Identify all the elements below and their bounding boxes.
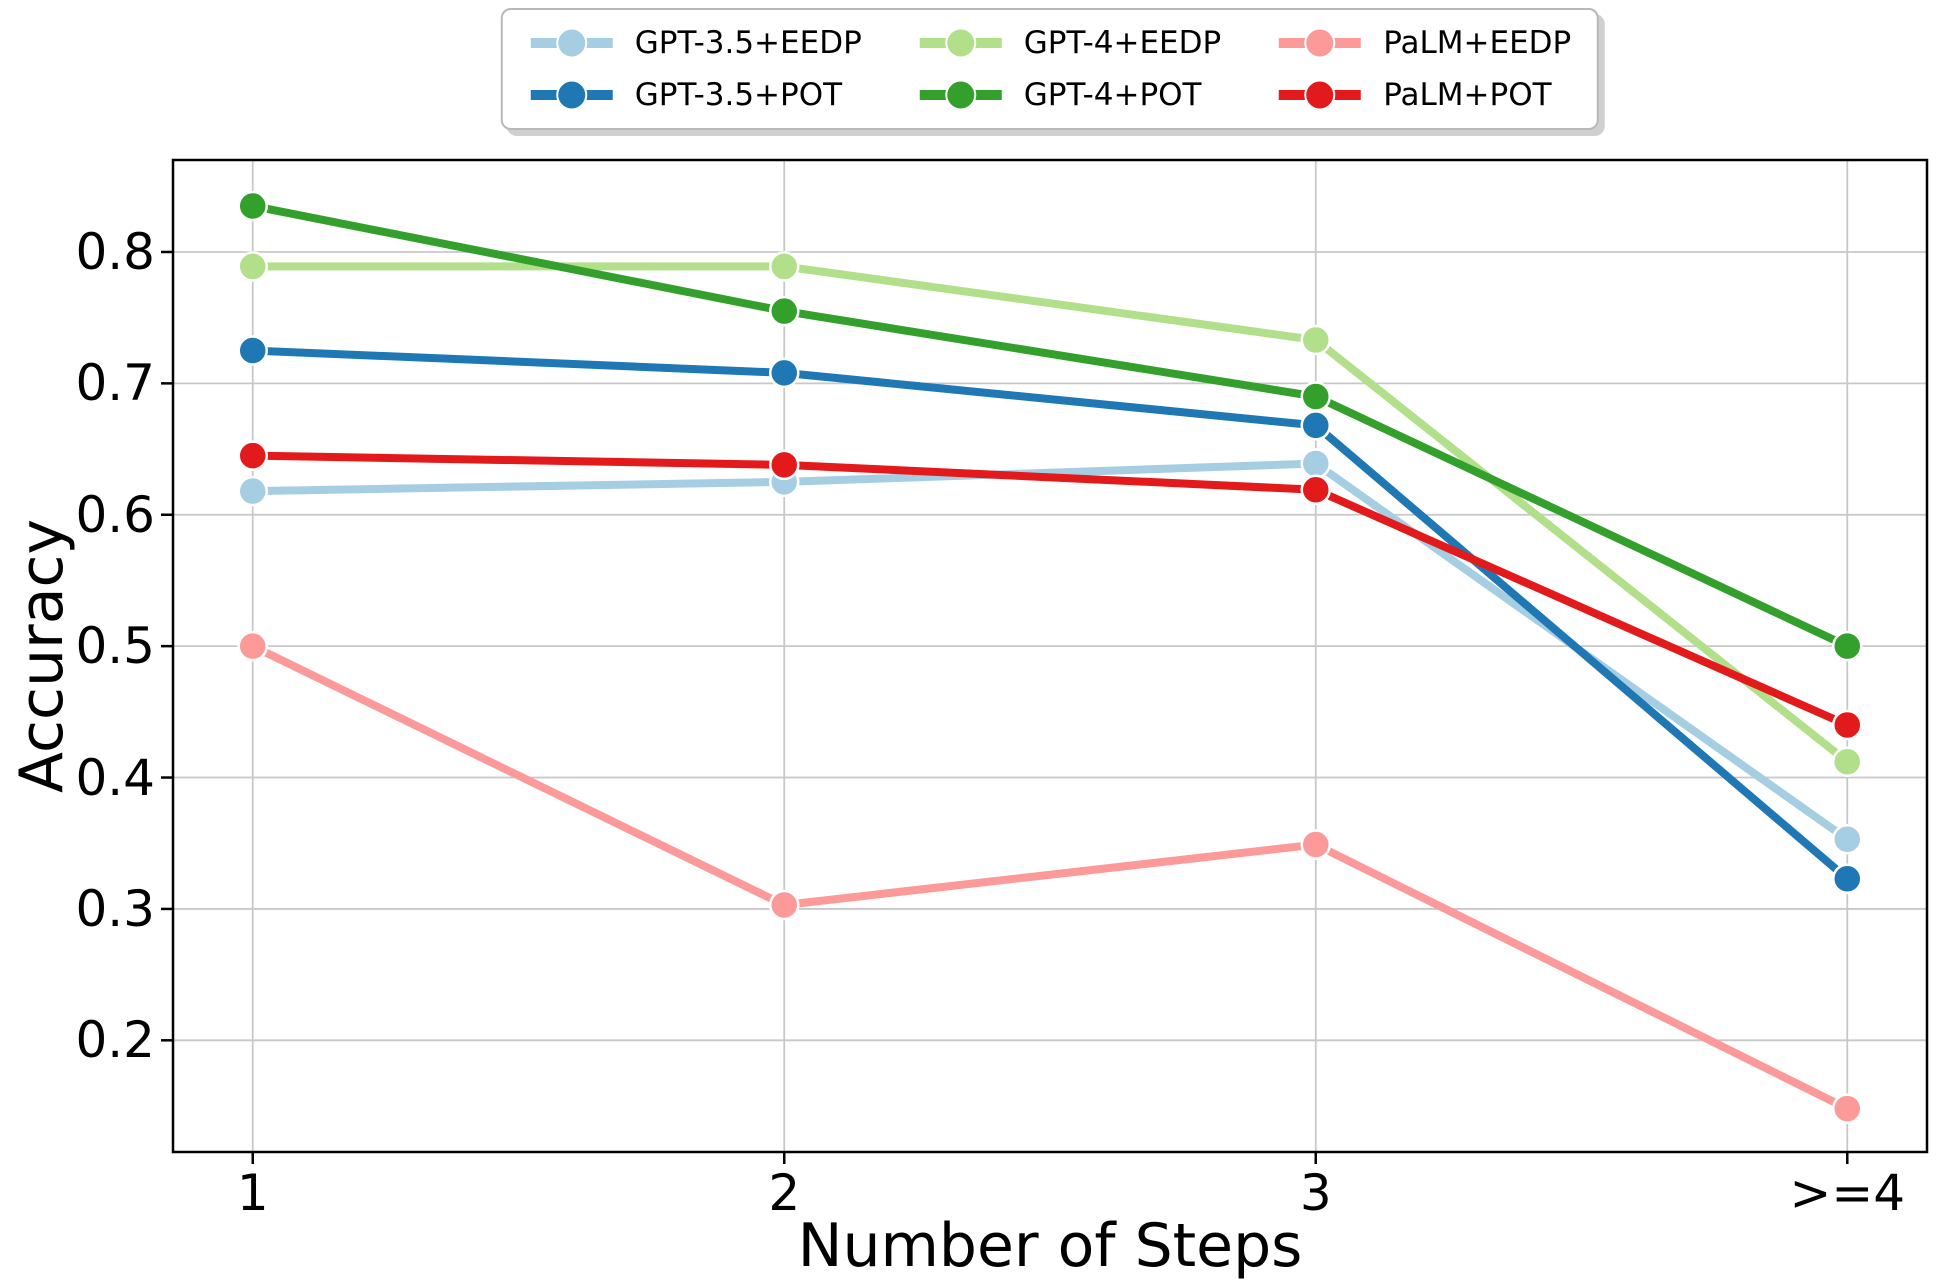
- legend-label: GPT-3.5+POT: [634, 76, 843, 113]
- y-tick-label: 0.7: [75, 354, 155, 413]
- legend-marker-icon: [945, 79, 977, 111]
- series-GPT-4+EEDP: [237, 251, 1863, 778]
- legend-label: PaLM+POT: [1383, 76, 1552, 113]
- data-point-marker: [768, 295, 800, 327]
- data-point-marker: [237, 251, 268, 282]
- data-point-marker: [1832, 746, 1863, 778]
- data-point-marker: [237, 440, 268, 471]
- data-point-marker: [1832, 630, 1863, 662]
- y-tick-label: 0.2: [75, 1011, 155, 1070]
- series-line: [248, 642, 1852, 1113]
- tick-marks: [161, 250, 1849, 1164]
- axes-spines: [171, 158, 1929, 1154]
- legend-marker-icon: [945, 27, 977, 59]
- y-tick-label: 0.3: [75, 879, 155, 938]
- data-point-marker: [1300, 829, 1332, 860]
- legend-line-marker-swatch: [1279, 79, 1362, 111]
- y-tick-label: 0.6: [75, 485, 155, 544]
- series-GPT-3.5+EEDP: [237, 448, 1863, 855]
- data-point-marker: [1832, 863, 1863, 894]
- series-PaLM+EEDP: [237, 630, 1863, 1124]
- legend: GPT-3.5+EEDP GPT-3.5+POT GPT-4+EEDP GPT-4+P…: [500, 8, 1600, 130]
- data-point-marker: [1300, 324, 1332, 356]
- x-tick-label: 3: [1299, 1164, 1332, 1222]
- data-point-marker: [1300, 410, 1332, 441]
- x-axis-label: Number of Steps: [797, 1211, 1303, 1281]
- data-point-marker: [1832, 709, 1863, 741]
- legend-item: PaLM+EEDP: [1277, 20, 1571, 66]
- data-point-marker: [237, 475, 268, 507]
- legend-marker-icon: [556, 27, 588, 59]
- data-point-marker: [237, 190, 268, 222]
- legend-label: GPT-3.5+EEDP: [634, 24, 862, 61]
- series-PaLM+POT: [237, 440, 1863, 741]
- legend-line-marker-swatch: [1279, 27, 1362, 59]
- data-point-marker: [768, 889, 800, 921]
- x-tick-label: >=4: [1789, 1164, 1906, 1222]
- legend-label: GPT-4+EEDP: [1023, 24, 1222, 61]
- series-line: [248, 201, 1852, 651]
- x-tick-label: 2: [768, 1164, 801, 1222]
- gridlines: [173, 160, 1927, 1152]
- legend-marker-icon: [556, 79, 588, 111]
- series-line: [248, 459, 1852, 844]
- y-tick-label: 0.8: [75, 222, 155, 281]
- series-line: [248, 346, 1852, 883]
- y-tick-label: 0.5: [75, 617, 155, 676]
- legend-label: PaLM+EEDP: [1383, 24, 1572, 61]
- legend-label: GPT-4+POT: [1023, 76, 1202, 113]
- legend-line-marker-swatch: [919, 79, 1002, 111]
- series-line: [248, 262, 1852, 766]
- legend-item: GPT-4+EEDP: [918, 20, 1221, 66]
- data-point-marker: [1300, 381, 1332, 412]
- data-point-marker: [1300, 448, 1332, 479]
- data-point-marker: [1300, 474, 1332, 506]
- data-point-marker: [1832, 824, 1863, 855]
- data-point-marker: [768, 251, 800, 282]
- legend-item: GPT-3.5+POT: [529, 72, 862, 118]
- legend-marker-icon: [1304, 79, 1336, 111]
- legend-line-marker-swatch: [530, 79, 613, 111]
- legend-line-marker-swatch: [530, 27, 613, 59]
- data-point-marker: [768, 357, 800, 389]
- legend-item: GPT-4+POT: [918, 72, 1221, 118]
- y-axis-label: Accuracy: [7, 519, 77, 793]
- legend-marker-icon: [1304, 27, 1336, 59]
- series-GPT-4+POT: [237, 190, 1863, 662]
- y-tick-label: 0.4: [75, 748, 155, 807]
- legend-item: PaLM+POT: [1277, 72, 1571, 118]
- x-tick-label: 1: [236, 1164, 269, 1222]
- data-point-marker: [237, 630, 268, 662]
- series-GPT-3.5+POT: [237, 335, 1863, 894]
- data-point-marker: [237, 335, 268, 366]
- series-line: [248, 451, 1852, 729]
- legend-item: GPT-3.5+EEDP: [529, 20, 862, 66]
- data-point-marker: [1832, 1093, 1863, 1124]
- legend-line-marker-swatch: [919, 27, 1002, 59]
- data-point-marker: [768, 449, 800, 481]
